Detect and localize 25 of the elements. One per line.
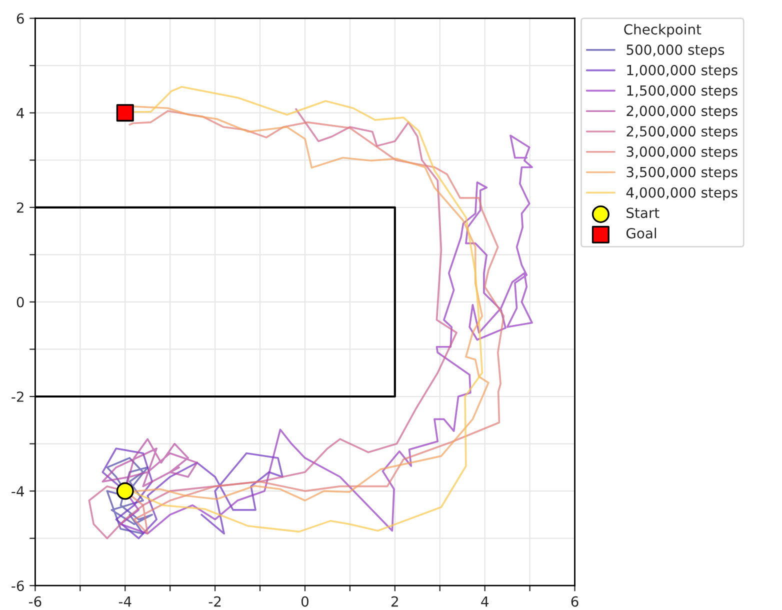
- x-tick-label: -2: [208, 596, 221, 607]
- legend-label: 2,000,000 steps: [626, 106, 738, 119]
- legend-label: Goal: [626, 228, 656, 238]
- x-tick-label: -6: [28, 596, 42, 607]
- y-tick-label: 2: [16, 202, 24, 213]
- x-tick-label: 4: [481, 596, 488, 607]
- legend-label: 3,000,000 steps: [626, 146, 738, 160]
- x-tick-label: 0: [301, 596, 308, 607]
- legend-label: 1,500,000 steps: [627, 85, 738, 98]
- legend-label: 4,000,000 steps: [626, 187, 738, 200]
- y-tick-label: 6: [16, 13, 24, 24]
- legend-title: Checkpoint: [624, 24, 702, 38]
- y-tick-label: 0: [16, 296, 24, 308]
- y-tick-label: -4: [12, 486, 24, 496]
- legend-label: Start: [626, 208, 660, 218]
- y-tick-label: -2: [12, 391, 24, 402]
- legend-label: 2,500,000 steps: [626, 126, 738, 140]
- legend-label: 3,500,000 steps: [626, 166, 738, 180]
- legend-label: 500,000 steps: [626, 44, 724, 58]
- y-tick-label: 4: [16, 108, 24, 118]
- x-tick-label: 6: [571, 596, 578, 607]
- legend-label: 1,000,000 steps: [627, 64, 738, 78]
- y-tick-label: -6: [12, 580, 24, 592]
- x-tick-label: -4: [118, 596, 132, 607]
- x-tick-label: 2: [392, 596, 398, 607]
